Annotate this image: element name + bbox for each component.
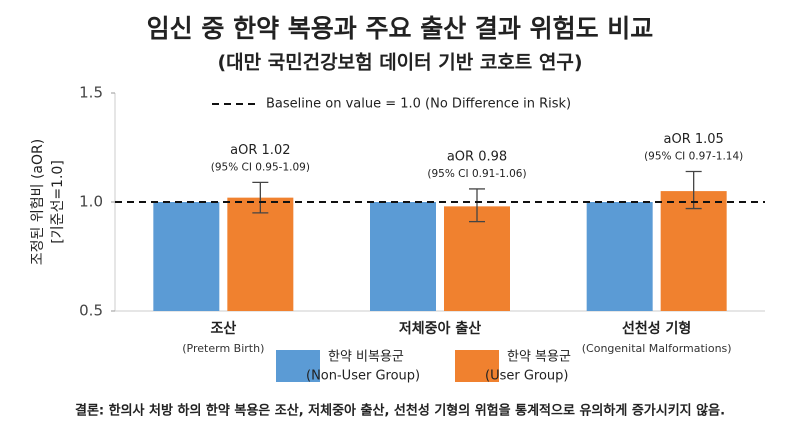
value-label: aOR 1.02 <box>230 143 290 158</box>
ci-label: (95% CI 0.97-1.14) <box>644 150 743 162</box>
legend-label: 한약 비복용군 <box>328 350 404 365</box>
legend-label: 한약 복용군 <box>507 350 571 365</box>
legend-label-en: (User Group) <box>485 369 568 384</box>
x-tick-label-en: (Congenital Malformations) <box>582 342 732 355</box>
bar <box>227 197 294 311</box>
y-axis-label: 조정된 위험비 (aOR) <box>30 139 46 265</box>
y-tick-label: 1.0 <box>79 193 103 211</box>
y-tick-label: 1.5 <box>79 84 103 102</box>
x-tick-label-en: (Preterm Birth) <box>182 342 264 355</box>
ci-label: (95% CI 0.91-1.06) <box>427 168 526 180</box>
bar <box>370 202 436 311</box>
value-label: aOR 0.98 <box>447 149 507 164</box>
y-axis-label-sub: [기준선=1.0] <box>50 160 66 244</box>
x-tick-label: 조산 <box>210 320 236 337</box>
bar <box>153 202 220 311</box>
ci-label: (95% CI 0.95-1.09) <box>211 161 310 173</box>
legend-label-en: (Non-User Group) <box>306 369 420 384</box>
value-label: aOR 1.05 <box>664 132 724 147</box>
y-tick-label: 0.5 <box>79 302 103 320</box>
x-tick-label: 선천성 기형 <box>622 320 691 337</box>
chart-subtitle: (대만 국민건강보험 데이터 기반 코호트 연구) <box>217 52 582 74</box>
conclusion-note: 결론: 한의사 처방 하의 한약 복용은 조산, 저체중아 출산, 선천성 기형… <box>75 403 725 419</box>
y-axis-title: 조정된 위험비 (aOR) [기준선=1.0] <box>30 139 66 265</box>
chart-title: 임신 중 한약 복용과 주요 출산 결과 위험도 비교 <box>147 14 654 43</box>
baseline-legend-label: Baseline on value = 1.0 (No Difference i… <box>266 97 571 112</box>
legend-swatch <box>276 350 320 382</box>
legend-swatch <box>455 350 499 382</box>
bar <box>586 202 653 311</box>
bar <box>444 206 510 311</box>
x-tick-label: 저체중아 출산 <box>399 320 481 337</box>
bar <box>660 191 727 311</box>
